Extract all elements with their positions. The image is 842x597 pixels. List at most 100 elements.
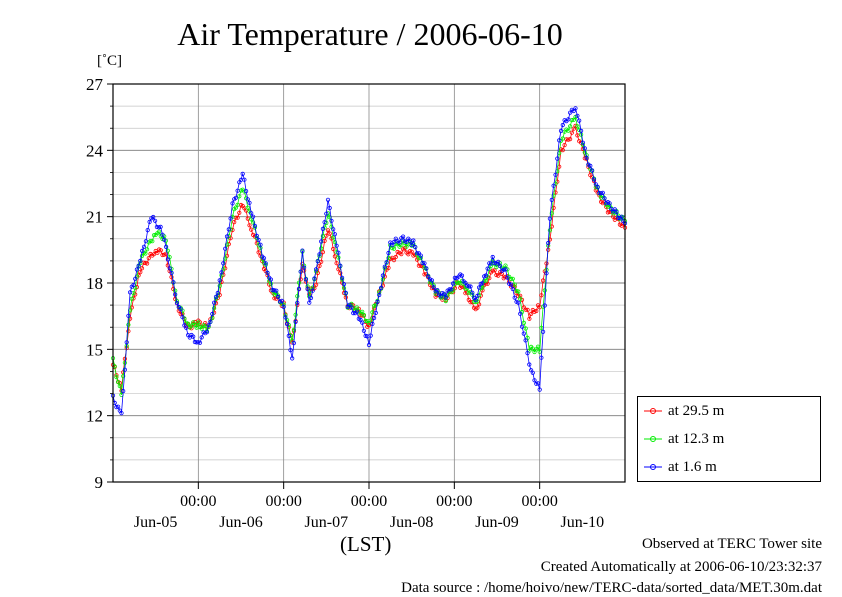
data-point [492,260,497,265]
data-point [313,282,319,287]
data-point [553,172,558,177]
data-point [249,227,254,232]
data-point [310,288,315,293]
data-point [614,210,619,215]
data-point [518,296,523,301]
data-point [375,299,380,304]
data-point [140,248,145,253]
data-point [116,404,121,409]
data-point [180,315,185,320]
series-1 [110,114,628,397]
data-point [240,171,245,176]
data-point [551,183,556,188]
data-point [577,118,582,123]
data-point [291,327,296,332]
data-point [525,350,530,356]
data-point [307,300,312,305]
data-point [416,263,421,268]
data-point [485,281,490,286]
data-point [390,243,395,248]
x-axis-label: (LST) [340,532,392,556]
data-point [283,315,288,320]
data-point [121,388,126,394]
data-point [286,333,291,338]
data-point [320,250,325,255]
data-point [165,248,170,253]
data-point [296,280,302,285]
data-point [490,254,495,260]
data-point [551,193,556,198]
data-point [582,146,587,151]
data-point [414,251,420,256]
data-point [206,323,211,328]
legend-swatch-red [644,408,662,414]
y-tick-label: 15 [86,340,103,359]
data-point [281,304,286,309]
footer-observed: Observed at TERC Tower site [641,536,822,552]
data-point [566,137,571,142]
data-point [247,223,252,228]
data-point [119,410,124,416]
x-date-label: Jun-07 [305,514,349,531]
data-point [235,215,240,220]
data-point [303,277,308,282]
data-point [191,334,196,339]
legend: at 29.5 m at 12.3 m at 1.6 m [637,396,821,482]
data-point [320,233,325,239]
data-point [327,215,332,220]
data-point [435,287,440,293]
data-point [560,136,565,141]
data-point [441,291,447,296]
data-point [382,264,387,269]
data-point [494,272,499,278]
legend-label: at 12.3 m [668,431,725,447]
data-point [354,309,359,314]
data-point [400,234,406,239]
data-point [295,300,300,305]
data-point [518,311,523,316]
data-point [384,260,389,265]
data-point [547,216,553,221]
y-tick-label: 21 [86,208,103,227]
data-point [490,268,495,273]
data-point [521,331,526,336]
data-point [534,381,539,386]
data-point [196,320,201,325]
data-point [329,218,334,223]
data-point [391,257,397,263]
data-point [270,287,275,293]
data-point [114,374,119,380]
data-point [224,234,230,239]
data-point [418,263,423,268]
data-point [245,197,250,202]
data-point [122,367,128,372]
data-point [334,243,339,248]
data-point [133,276,138,281]
data-point [404,239,409,244]
data-point [296,286,302,291]
data-point [566,117,571,122]
data-point [567,110,573,115]
data-point [213,294,219,299]
data-point [503,263,508,268]
data-point [197,340,203,345]
x-date-label: Jun-08 [390,514,434,531]
data-point [343,290,348,295]
data-point [199,335,204,340]
data-point [512,295,517,300]
data-point [551,205,556,210]
data-point [496,259,501,264]
data-point [334,261,339,266]
data-point [199,326,204,331]
data-point [578,128,584,133]
data-point [237,210,242,215]
data-point [501,267,506,272]
data-point [546,240,551,246]
data-point [272,288,277,293]
legend-label: at 29.5 m [668,403,725,419]
data-point [373,310,378,315]
data-point [315,259,320,264]
data-point [223,246,228,251]
data-point [459,273,465,278]
